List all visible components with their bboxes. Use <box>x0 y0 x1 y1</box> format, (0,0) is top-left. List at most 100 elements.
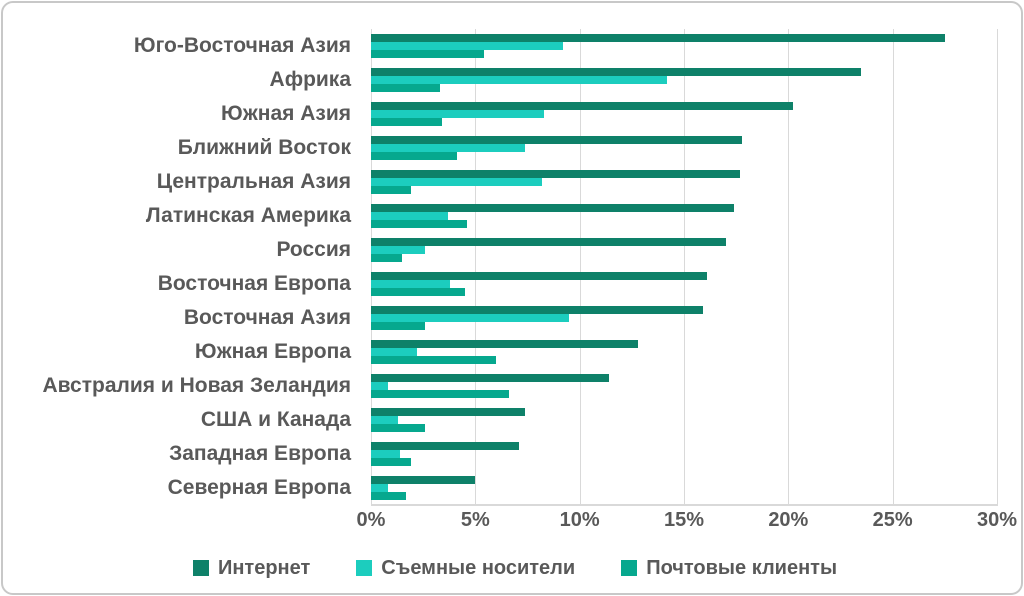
bar-email-clients <box>371 457 411 466</box>
category-bars <box>371 97 997 131</box>
category-row: Центральная Азия <box>3 165 997 199</box>
bar-removable-media <box>371 246 426 254</box>
bar-email-clients <box>371 287 465 296</box>
category-bars <box>371 165 997 199</box>
category-label: США и Канада <box>200 408 351 431</box>
category-bars <box>371 233 997 267</box>
bars-cluster <box>371 29 997 63</box>
bar-email-clients <box>371 389 509 398</box>
bars-cluster <box>371 267 997 301</box>
category-bars <box>371 63 997 97</box>
category-label: Юго-Восточная Азия <box>133 34 351 57</box>
bar-email-clients <box>371 83 440 92</box>
category-label: Ближний Восток <box>177 136 351 159</box>
category-row: Латинская Америка <box>3 199 997 233</box>
chart-rows: Юго-Восточная Азия Африка Южная Азия Ближни… <box>3 29 997 505</box>
x-tick-label: 25% <box>872 509 913 531</box>
bars-cluster <box>371 131 997 165</box>
x-tick-label: 15% <box>663 509 705 531</box>
category-label: Западная Европа <box>169 442 351 465</box>
bar-removable-media <box>371 348 417 356</box>
x-tick-label: 10% <box>559 509 600 531</box>
gridline <box>684 29 685 505</box>
category-label: Южная Азия <box>220 102 351 125</box>
bars-cluster <box>371 437 997 471</box>
bar-internet <box>371 238 726 247</box>
category-label: Южная Европа <box>194 340 351 363</box>
bar-removable-media <box>371 212 449 220</box>
bar-email-clients <box>371 49 484 58</box>
bar-removable-media <box>371 178 543 186</box>
category-row: Южная Азия <box>3 97 997 131</box>
legend-item-email-clients: Почтовые клиенты <box>621 557 837 580</box>
plot-area: Юго-Восточная Азия Африка Южная Азия Ближни… <box>3 29 1024 506</box>
bar-removable-media <box>371 280 451 288</box>
bar-email-clients <box>371 491 407 500</box>
bar-email-clients <box>371 117 442 126</box>
category-row: Северная Европа <box>3 471 997 505</box>
category-label: Центральная Азия <box>156 170 351 193</box>
gridline <box>475 29 477 505</box>
bars-cluster <box>371 63 997 97</box>
category-label: Африка <box>269 68 351 91</box>
x-tick-label: 5% <box>460 509 490 531</box>
bars-cluster <box>371 97 997 131</box>
category-row: Восточная Азия <box>3 301 997 335</box>
category-bars <box>371 301 997 335</box>
bar-internet <box>371 408 526 417</box>
bar-removable-media <box>371 382 388 390</box>
gridline <box>788 29 790 505</box>
category-bars <box>371 369 997 403</box>
gridline <box>997 29 998 505</box>
bar-email-clients <box>371 321 426 330</box>
x-tick-label: 0% <box>356 509 386 531</box>
category-row: Юго-Восточная Азия <box>3 29 997 63</box>
bar-email-clients <box>371 355 497 364</box>
legend-swatch-removable-media-icon <box>356 560 373 576</box>
category-bars <box>371 267 997 301</box>
bar-removable-media <box>371 416 399 424</box>
legend-item-internet: Интернет <box>192 556 311 580</box>
bars-cluster <box>371 233 997 267</box>
category-row: Африка <box>3 63 997 97</box>
category-bars <box>371 131 997 165</box>
bar-internet <box>371 442 520 451</box>
category-row: Россия <box>3 233 997 267</box>
bars-cluster <box>371 471 997 505</box>
bars-cluster <box>371 369 997 403</box>
category-bars <box>371 199 997 233</box>
x-tick-label: 20% <box>768 509 809 531</box>
bar-removable-media <box>371 484 388 492</box>
category-bars <box>371 471 997 505</box>
gridline <box>579 29 581 505</box>
category-label: Восточная Европа <box>157 272 351 295</box>
category-row: Южная Европа <box>3 335 997 369</box>
bar-internet <box>371 204 735 213</box>
category-bars <box>371 437 997 471</box>
category-bars <box>371 29 997 63</box>
bar-internet <box>371 476 476 485</box>
category-label: Латинская Америка <box>145 204 351 227</box>
bar-removable-media <box>371 76 668 84</box>
bar-removable-media <box>371 314 570 322</box>
bars-cluster <box>371 403 997 437</box>
legend-swatch-internet-icon <box>192 560 209 576</box>
category-label: Австралия и Новая Зеландия <box>42 374 351 397</box>
bar-email-clients <box>371 219 467 228</box>
bar-internet <box>371 34 945 43</box>
bar-removable-media <box>371 144 526 152</box>
legend-swatch-email-clients-icon <box>621 560 638 576</box>
legend-label-internet: Интернет <box>217 556 311 579</box>
bar-removable-media <box>371 450 401 458</box>
x-axis-ticks: 0% 5% 10% 15% 20% 25% 30% <box>357 509 1017 537</box>
legend-item-removable-media: Съемные носители <box>356 557 575 580</box>
category-label: Северная Европа <box>167 476 351 499</box>
bar-internet <box>371 68 862 77</box>
legend-label-email-clients: Почтовые клиенты <box>646 556 838 579</box>
gridline <box>371 29 372 505</box>
bar-internet <box>371 170 741 179</box>
plot-gridlines <box>371 29 998 506</box>
legend-label-removable-media: Съемные носители <box>381 556 576 579</box>
legend: Интернет Съемные носители Почтовые клиенты <box>3 551 1024 585</box>
